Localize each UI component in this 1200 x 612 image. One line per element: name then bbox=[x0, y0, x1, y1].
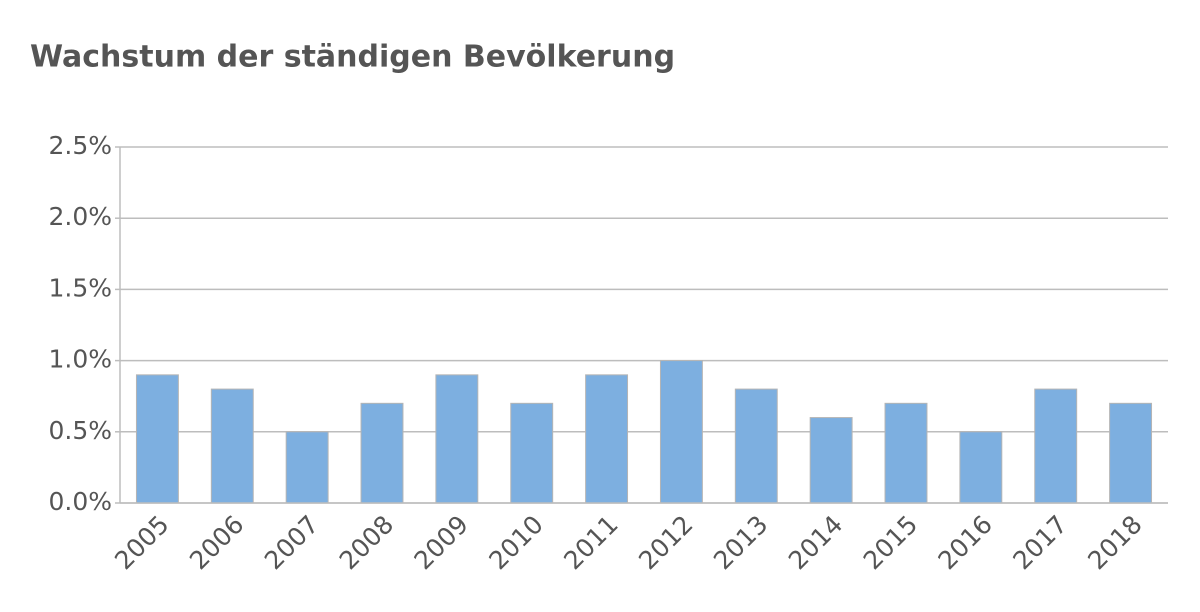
bar bbox=[435, 374, 479, 504]
x-tick-label: 2011 bbox=[558, 510, 623, 575]
y-tick-label: 1.5% bbox=[48, 273, 112, 302]
bar bbox=[1109, 402, 1153, 504]
bar bbox=[1034, 388, 1078, 504]
y-tick-label: 2.5% bbox=[48, 131, 112, 160]
x-tick-label: 2006 bbox=[184, 510, 249, 575]
x-tick-label: 2008 bbox=[334, 510, 399, 575]
bar bbox=[585, 374, 629, 504]
x-tick-label: 2007 bbox=[259, 510, 324, 575]
chart-title: Wachstum der ständigen Bevölkerung bbox=[30, 40, 675, 75]
x-tick-label: 2013 bbox=[708, 510, 773, 575]
x-tick-label: 2012 bbox=[633, 510, 698, 575]
x-tick-label: 2005 bbox=[109, 510, 174, 575]
x-tick-label: 2015 bbox=[858, 510, 923, 575]
bar bbox=[959, 431, 1003, 504]
x-tick-label: 2016 bbox=[933, 510, 998, 575]
bar bbox=[659, 360, 703, 504]
bar bbox=[285, 431, 329, 504]
y-tick-label: 0.0% bbox=[48, 487, 112, 516]
bar bbox=[210, 388, 254, 504]
y-tick-label: 2.0% bbox=[48, 202, 112, 231]
x-tick-label: 2018 bbox=[1082, 510, 1147, 575]
bar bbox=[809, 417, 853, 504]
x-tick-label: 2014 bbox=[783, 510, 848, 575]
bar bbox=[135, 374, 179, 504]
x-tick-label: 2010 bbox=[483, 510, 548, 575]
bar bbox=[884, 402, 928, 504]
bar bbox=[734, 388, 778, 504]
bar bbox=[360, 402, 404, 504]
x-tick-label: 2009 bbox=[409, 510, 474, 575]
bar bbox=[510, 402, 554, 504]
x-tick-label: 2017 bbox=[1007, 510, 1072, 575]
y-tick-label: 0.5% bbox=[48, 416, 112, 445]
y-tick-label: 1.0% bbox=[48, 345, 112, 374]
